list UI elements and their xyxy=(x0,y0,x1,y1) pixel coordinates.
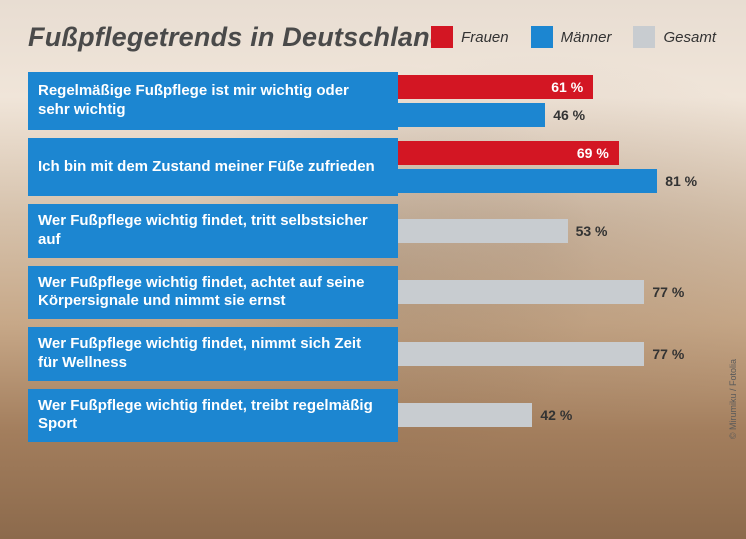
row-label: Wer Fußpflege wichtig findet, treibt reg… xyxy=(28,389,398,443)
row-label: Wer Fußpflege wichtig findet, nimmt sich… xyxy=(28,327,398,381)
chart-row: Regelmäßige Fußpflege ist mir wichtig od… xyxy=(28,72,718,130)
bar-wrap-maenner: 81 % xyxy=(398,169,718,193)
legend: Frauen Männer Gesamt xyxy=(431,26,716,48)
credit-text: © Mirumiku / Fotolia xyxy=(728,359,738,439)
bar-value: 77 % xyxy=(644,342,684,366)
legend-item-maenner: Männer xyxy=(531,26,612,48)
bar-frauen: 61 % xyxy=(398,75,593,99)
legend-swatch-gesamt xyxy=(633,26,655,48)
bar-wrap-gesamt: 77 % xyxy=(398,342,718,366)
legend-item-frauen: Frauen xyxy=(431,26,509,48)
bar-value: 53 % xyxy=(568,219,608,243)
legend-label-frauen: Frauen xyxy=(461,29,509,46)
chart-row: Wer Fußpflege wichtig findet, treibt reg… xyxy=(28,389,718,443)
legend-swatch-frauen xyxy=(431,26,453,48)
bar-wrap-gesamt: 42 % xyxy=(398,403,718,427)
legend-swatch-maenner xyxy=(531,26,553,48)
bar-gesamt xyxy=(398,280,644,304)
chart-title: Fußpflegetrends in Deutschland xyxy=(28,22,447,53)
legend-label-gesamt: Gesamt xyxy=(663,29,716,46)
bar-wrap-gesamt: 77 % xyxy=(398,280,718,304)
bar-value: 69 % xyxy=(577,145,619,161)
row-label: Ich bin mit dem Zustand meiner Füße zufr… xyxy=(28,138,398,196)
bar-gesamt xyxy=(398,219,568,243)
bar-wrap-gesamt: 53 % xyxy=(398,219,718,243)
bar-maenner xyxy=(398,103,545,127)
bar-value: 77 % xyxy=(644,280,684,304)
bar-wrap-frauen: 61 % xyxy=(398,75,718,99)
row-label: Wer Fußpflege wichtig findet, achtet auf… xyxy=(28,266,398,320)
bar-gesamt xyxy=(398,403,532,427)
chart-row: Ich bin mit dem Zustand meiner Füße zufr… xyxy=(28,138,718,196)
bar-frauen: 69 % xyxy=(398,141,619,165)
bar-gesamt xyxy=(398,342,644,366)
bar-value: 46 % xyxy=(545,103,585,127)
bar-maenner xyxy=(398,169,657,193)
row-bars: 61 % 46 % xyxy=(398,72,718,130)
row-bars: 53 % xyxy=(398,204,718,258)
row-bars: 77 % xyxy=(398,266,718,320)
legend-label-maenner: Männer xyxy=(561,29,612,46)
chart-row: Wer Fußpflege wichtig findet, tritt selb… xyxy=(28,204,718,258)
bar-value: 81 % xyxy=(657,169,697,193)
row-bars: 69 % 81 % xyxy=(398,138,718,196)
bar-value: 42 % xyxy=(532,403,572,427)
bar-value: 61 % xyxy=(551,79,593,95)
row-label: Wer Fußpflege wichtig findet, tritt selb… xyxy=(28,204,398,258)
chart-row: Wer Fußpflege wichtig findet, nimmt sich… xyxy=(28,327,718,381)
chart-rows: Regelmäßige Fußpflege ist mir wichtig od… xyxy=(28,72,718,525)
bar-wrap-maenner: 46 % xyxy=(398,103,718,127)
row-label: Regelmäßige Fußpflege ist mir wichtig od… xyxy=(28,72,398,130)
legend-item-gesamt: Gesamt xyxy=(633,26,716,48)
chart-row: Wer Fußpflege wichtig findet, achtet auf… xyxy=(28,266,718,320)
chart-canvas: Fußpflegetrends in Deutschland Frauen Män… xyxy=(0,0,746,539)
bar-wrap-frauen: 69 % xyxy=(398,141,718,165)
row-bars: 77 % xyxy=(398,327,718,381)
row-bars: 42 % xyxy=(398,389,718,443)
